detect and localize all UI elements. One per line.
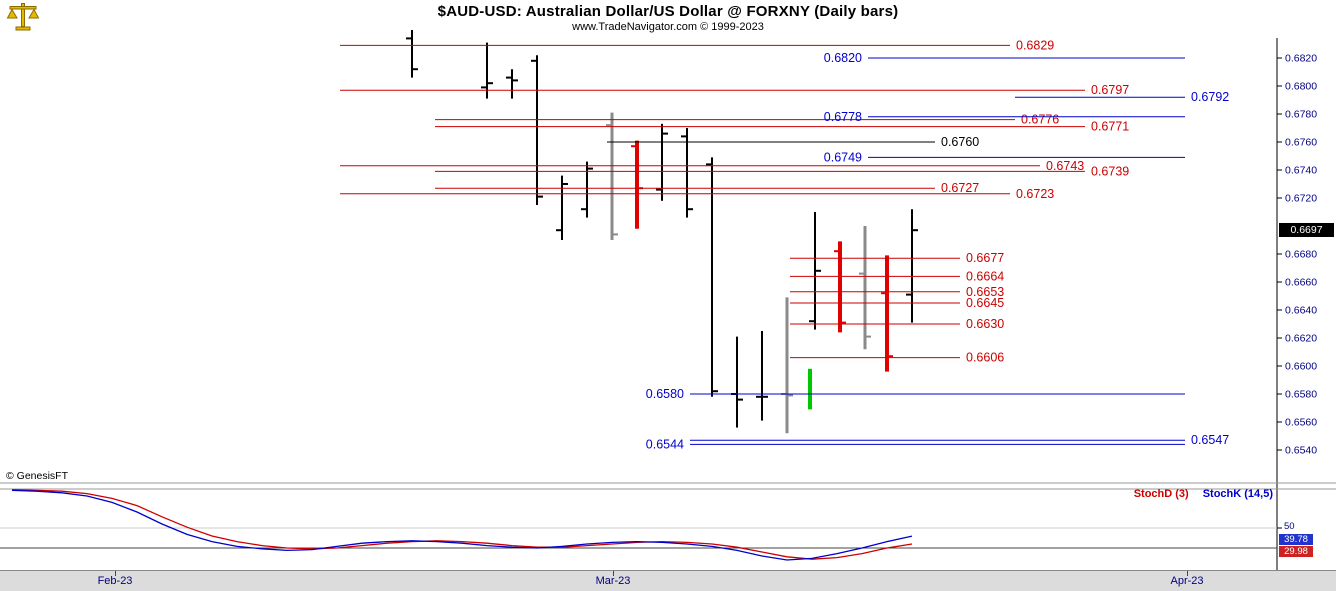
- price-axis-label: 0.6540: [1285, 445, 1317, 457]
- chart-header: $AUD-USD: Australian Dollar/US Dollar @ …: [0, 0, 1336, 36]
- date-label: Mar-23: [595, 575, 631, 587]
- price-axis-label: 0.6620: [1285, 333, 1317, 345]
- price-axis-label: 0.6740: [1285, 165, 1317, 177]
- price-level-label: 0.6653: [966, 285, 1004, 299]
- price-level-label: 0.6677: [966, 251, 1004, 265]
- stochk-value-badge: 39.78: [1279, 534, 1313, 545]
- price-level-label: 0.6743: [1046, 159, 1084, 173]
- price-level-label: 0.6606: [966, 351, 1004, 365]
- stochk-line: [11, 489, 913, 561]
- genesis-logo-icon: [6, 2, 40, 37]
- price-level-label: 0.6645: [966, 296, 1004, 310]
- price-level-label: 0.6792: [1191, 90, 1229, 104]
- price-axis-label: 0.6780: [1285, 109, 1317, 121]
- price-axis-label: 0.6820: [1285, 53, 1317, 65]
- price-axis-label: 0.6760: [1285, 137, 1317, 149]
- price-axis-label: 0.6640: [1285, 305, 1317, 317]
- price-level-label: 0.6749: [824, 150, 862, 164]
- price-level-label: 0.6739: [1091, 164, 1129, 178]
- price-level-label: 0.6580: [646, 387, 684, 401]
- price-level-label: 0.6723: [1016, 187, 1054, 201]
- stoch-level-label: 50: [1284, 521, 1295, 532]
- price-level-label: 0.6829: [1016, 38, 1054, 52]
- price-axis-label: 0.6660: [1285, 277, 1317, 289]
- date-label: Apr-23: [1170, 575, 1204, 587]
- time-axis-tick: [1187, 571, 1188, 576]
- time-axis-tick: [115, 571, 116, 576]
- stochd-label[interactable]: StochD (3): [1133, 488, 1189, 500]
- price-level-label: 0.6630: [966, 317, 1004, 331]
- price-axis-label: 0.6720: [1285, 193, 1317, 205]
- stochd-value-badge: 29.98: [1279, 546, 1313, 557]
- price-level-label: 0.6778: [824, 110, 862, 124]
- price-level-label: 0.6760: [941, 135, 979, 149]
- price-level-label: 0.6664: [966, 269, 1004, 283]
- price-axis-label: 0.6560: [1285, 417, 1317, 429]
- price-level-label: 0.6544: [646, 437, 684, 451]
- price-axis-label: 0.6600: [1285, 361, 1317, 373]
- price-level-label: 0.6797: [1091, 83, 1129, 97]
- stoch-indicator-labels: StochD (3) StochK (14,5): [1134, 488, 1273, 500]
- price-level-label: 0.6727: [941, 181, 979, 195]
- stochk-label[interactable]: StochK (14,5): [1202, 488, 1273, 500]
- chart-subtitle: www.TradeNavigator.com © 1999-2023: [572, 21, 764, 33]
- current-price-badge: 0.6697: [1279, 223, 1334, 237]
- price-axis-label: 0.6800: [1285, 81, 1317, 93]
- price-level-label: 0.6771: [1091, 120, 1129, 134]
- date-label: Feb-23: [97, 575, 133, 587]
- time-axis[interactable]: Feb-23 Mar-23 Apr-23: [0, 570, 1336, 591]
- price-axis-label: 0.6680: [1285, 249, 1317, 261]
- price-axis-label: 0.6580: [1285, 389, 1317, 401]
- price-level-label: 0.6820: [824, 51, 862, 65]
- stochd-line: [11, 488, 913, 560]
- price-level-label: 0.6776: [1021, 113, 1059, 127]
- genesisft-watermark: © GenesisFT: [6, 470, 69, 482]
- time-axis-tick: [613, 571, 614, 576]
- scales-icon: [6, 3, 40, 31]
- price-level-label: 0.6547: [1191, 433, 1229, 447]
- chart-title: $AUD-USD: Australian Dollar/US Dollar @ …: [437, 3, 899, 20]
